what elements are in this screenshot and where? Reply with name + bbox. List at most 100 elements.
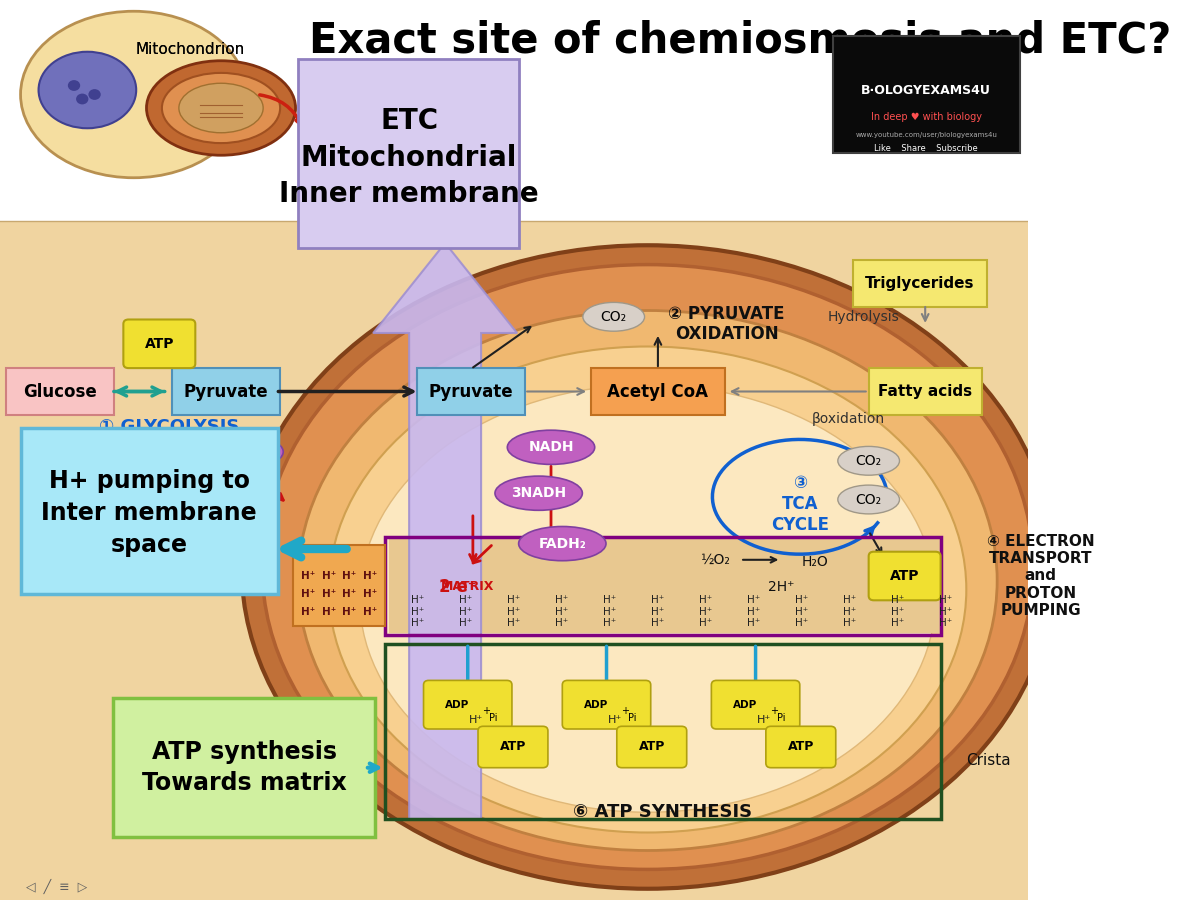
Text: ① GLYCOLYSIS: ① GLYCOLYSIS — [100, 418, 240, 436]
Text: H⁺: H⁺ — [939, 607, 952, 617]
Text: ATP: ATP — [145, 337, 174, 351]
Text: H⁺: H⁺ — [603, 607, 616, 617]
Text: ADP: ADP — [733, 699, 758, 710]
Text: ADP: ADP — [584, 699, 608, 710]
Text: H+ pumping to
Inter membrane
space: H+ pumping to Inter membrane space — [41, 470, 257, 556]
Text: Acetyl CoA: Acetyl CoA — [608, 382, 709, 400]
Text: H⁺: H⁺ — [301, 589, 315, 599]
Text: H⁺: H⁺ — [469, 715, 483, 725]
Text: 2 e⁻: 2 e⁻ — [225, 479, 258, 493]
Text: CO₂: CO₂ — [856, 454, 881, 468]
Ellipse shape — [495, 476, 583, 510]
Text: H⁺: H⁺ — [301, 607, 315, 617]
Text: H⁺: H⁺ — [507, 617, 520, 628]
Text: H⁺: H⁺ — [459, 595, 472, 606]
Text: H⁺: H⁺ — [939, 617, 952, 628]
Text: Pi: Pi — [777, 713, 785, 724]
Text: MATRIX: MATRIX — [441, 580, 494, 593]
Text: H⁺: H⁺ — [363, 607, 378, 617]
Text: H⁺: H⁺ — [555, 617, 568, 628]
Bar — [832, 36, 1020, 153]
FancyBboxPatch shape — [173, 368, 281, 415]
Text: H⁺: H⁺ — [939, 595, 952, 606]
Ellipse shape — [162, 73, 281, 143]
Bar — [388, 538, 941, 633]
Bar — [386, 644, 941, 819]
Text: ATP: ATP — [639, 741, 665, 753]
Text: H⁺: H⁺ — [603, 595, 616, 606]
Text: +: + — [770, 706, 778, 716]
Text: H⁺: H⁺ — [843, 617, 856, 628]
Ellipse shape — [263, 265, 1034, 869]
Text: +: + — [482, 706, 490, 716]
Text: ADP: ADP — [445, 699, 470, 710]
Text: H⁺: H⁺ — [507, 607, 520, 617]
Circle shape — [76, 94, 89, 104]
Text: H⁺: H⁺ — [699, 595, 712, 606]
FancyBboxPatch shape — [299, 58, 519, 248]
Text: Pi: Pi — [628, 713, 637, 724]
Text: H⁺: H⁺ — [459, 617, 472, 628]
Text: Pi: Pi — [489, 713, 498, 724]
Text: CO₂: CO₂ — [856, 492, 881, 507]
Text: Glucose: Glucose — [23, 382, 96, 400]
Bar — [293, 544, 386, 626]
Text: FADH₂: FADH₂ — [538, 536, 586, 551]
FancyBboxPatch shape — [123, 320, 195, 368]
Text: H⁺: H⁺ — [699, 607, 712, 617]
Text: Mitochondrion: Mitochondrion — [135, 42, 245, 57]
Text: H⁺: H⁺ — [843, 595, 856, 606]
Text: H⁺: H⁺ — [321, 607, 336, 617]
Text: ② PYRUVATE
OXIDATION: ② PYRUVATE OXIDATION — [668, 304, 784, 344]
Polygon shape — [373, 243, 517, 819]
Ellipse shape — [20, 11, 247, 178]
Text: H⁺: H⁺ — [795, 595, 808, 606]
Text: H⁺: H⁺ — [795, 607, 808, 617]
Text: H⁺: H⁺ — [891, 595, 904, 606]
Ellipse shape — [360, 385, 935, 812]
Text: ⑥ ATP SYNTHESIS: ⑥ ATP SYNTHESIS — [573, 803, 753, 821]
Text: βoxidation: βoxidation — [812, 411, 885, 426]
Ellipse shape — [519, 526, 605, 561]
Ellipse shape — [507, 430, 595, 464]
Text: Exact site of chemiosmosis and ETC?: Exact site of chemiosmosis and ETC? — [309, 20, 1171, 61]
Ellipse shape — [838, 485, 899, 514]
Text: ATP: ATP — [890, 569, 920, 583]
FancyBboxPatch shape — [20, 428, 277, 594]
Text: H⁺: H⁺ — [651, 607, 664, 617]
FancyBboxPatch shape — [711, 680, 800, 729]
Ellipse shape — [299, 310, 998, 850]
Ellipse shape — [38, 51, 137, 128]
Text: H⁺: H⁺ — [301, 571, 315, 581]
Text: H⁺: H⁺ — [321, 571, 336, 581]
Text: H⁺: H⁺ — [363, 571, 378, 581]
Text: Pyruvate: Pyruvate — [428, 382, 513, 400]
Text: 3NADH: 3NADH — [511, 486, 566, 500]
Text: ◁  ╱  ≡  ▷: ◁ ╱ ≡ ▷ — [25, 879, 88, 894]
Bar — [0, 0, 1028, 220]
FancyBboxPatch shape — [854, 260, 987, 307]
FancyBboxPatch shape — [766, 726, 836, 768]
FancyBboxPatch shape — [868, 552, 941, 600]
Text: H⁺: H⁺ — [891, 607, 904, 617]
Text: ④ ELECTRON
TRANSPORT
and
PROTON
PUMPING: ④ ELECTRON TRANSPORT and PROTON PUMPING — [987, 534, 1095, 618]
Text: H₂O: H₂O — [802, 555, 829, 570]
Text: CO₂: CO₂ — [601, 310, 627, 324]
Text: CYTOSOL: CYTOSOL — [59, 470, 131, 484]
Text: H⁺: H⁺ — [363, 589, 378, 599]
FancyBboxPatch shape — [868, 368, 982, 415]
Text: H⁺: H⁺ — [459, 607, 472, 617]
FancyBboxPatch shape — [616, 726, 687, 768]
Bar — [0, 220, 1028, 900]
Text: In deep ♥ with biology: In deep ♥ with biology — [870, 112, 982, 122]
FancyBboxPatch shape — [423, 680, 512, 729]
Bar — [386, 537, 941, 634]
Text: H⁺: H⁺ — [363, 595, 376, 606]
Ellipse shape — [583, 302, 645, 331]
FancyBboxPatch shape — [417, 368, 525, 415]
Text: B·OLOGYEXAMS4U: B·OLOGYEXAMS4U — [861, 84, 992, 96]
Text: H⁺: H⁺ — [651, 595, 664, 606]
Text: H⁺: H⁺ — [321, 589, 336, 599]
Text: Hydrolysis: Hydrolysis — [827, 310, 899, 324]
Text: Like    Share    Subscribe: Like Share Subscribe — [874, 144, 978, 153]
